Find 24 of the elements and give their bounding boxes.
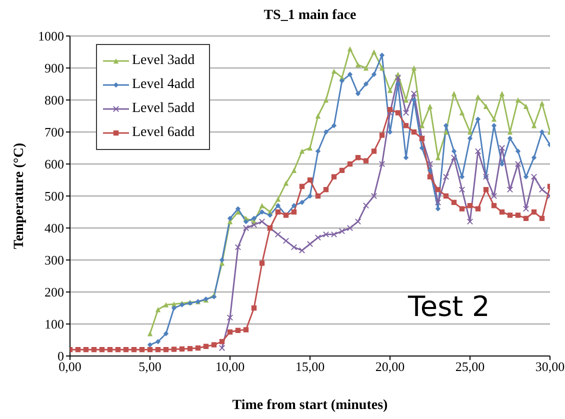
x-tick-label: 20,00: [375, 359, 405, 374]
y-tick-label: 600: [44, 156, 64, 172]
y-tick-label: 400: [44, 220, 64, 236]
legend-label: Level 3add: [132, 53, 195, 69]
annotation: Test 2: [408, 290, 490, 323]
chart-title: TS_1 main face: [262, 8, 358, 24]
y-tick-label: 300: [44, 252, 64, 268]
x-tick-label: 15,00: [295, 359, 325, 374]
y-tick-label: 100: [44, 316, 64, 332]
y-tick-label: 1000: [38, 28, 64, 44]
y-axis-title: Temperature (°C): [12, 142, 28, 250]
legend-label: Level 4add: [132, 77, 195, 93]
legend-label: Level 6add: [132, 125, 195, 141]
legend-label: Level 5add: [132, 101, 195, 117]
y-tick-label: 500: [44, 188, 64, 204]
x-tick-label: 5,00: [138, 359, 162, 374]
y-tick-label: 700: [44, 124, 64, 140]
y-tick-label: 200: [44, 284, 64, 300]
y-tick-label: 800: [44, 92, 64, 108]
x-axis-title: Time from start (minutes): [231, 398, 389, 414]
x-tick-label: 10,00: [215, 359, 245, 374]
x-tick-label: 25,00: [455, 359, 485, 374]
y-tick-label: 900: [44, 60, 64, 76]
x-tick-label: 30,00: [535, 359, 565, 374]
